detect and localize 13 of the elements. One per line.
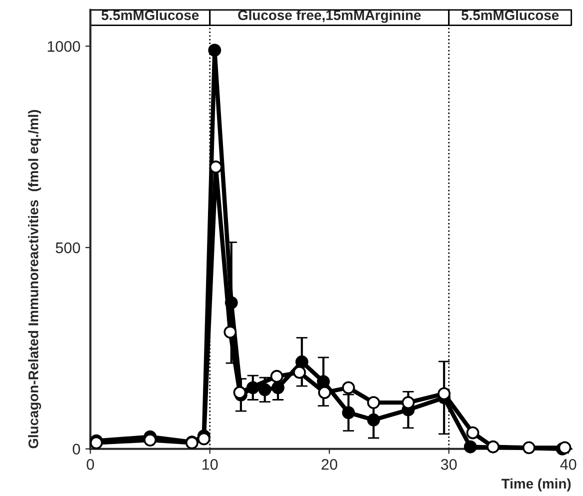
x-tick-label: 10 xyxy=(202,459,218,470)
annotation: 5.5mMGlucose xyxy=(102,10,199,20)
annotation: Glucose free,15mMArginine xyxy=(238,10,421,23)
x-tick-label: 0 xyxy=(86,459,94,470)
annotation: 5.5mMGlucose xyxy=(462,10,559,20)
y-tick-label: 500 xyxy=(56,242,80,254)
y-tick-label: 1000 xyxy=(48,41,80,52)
x-tick-label: 40 xyxy=(560,459,576,470)
x-axis-title: Time (min) xyxy=(502,478,571,492)
x-tick-label: 20 xyxy=(322,459,338,470)
y-tick-label: 0 xyxy=(72,444,80,455)
y-axis-title: Glucagon-Related Immunoreactivities (fmol eq./ml) xyxy=(28,110,42,448)
x-tick-label: 30 xyxy=(440,459,457,470)
